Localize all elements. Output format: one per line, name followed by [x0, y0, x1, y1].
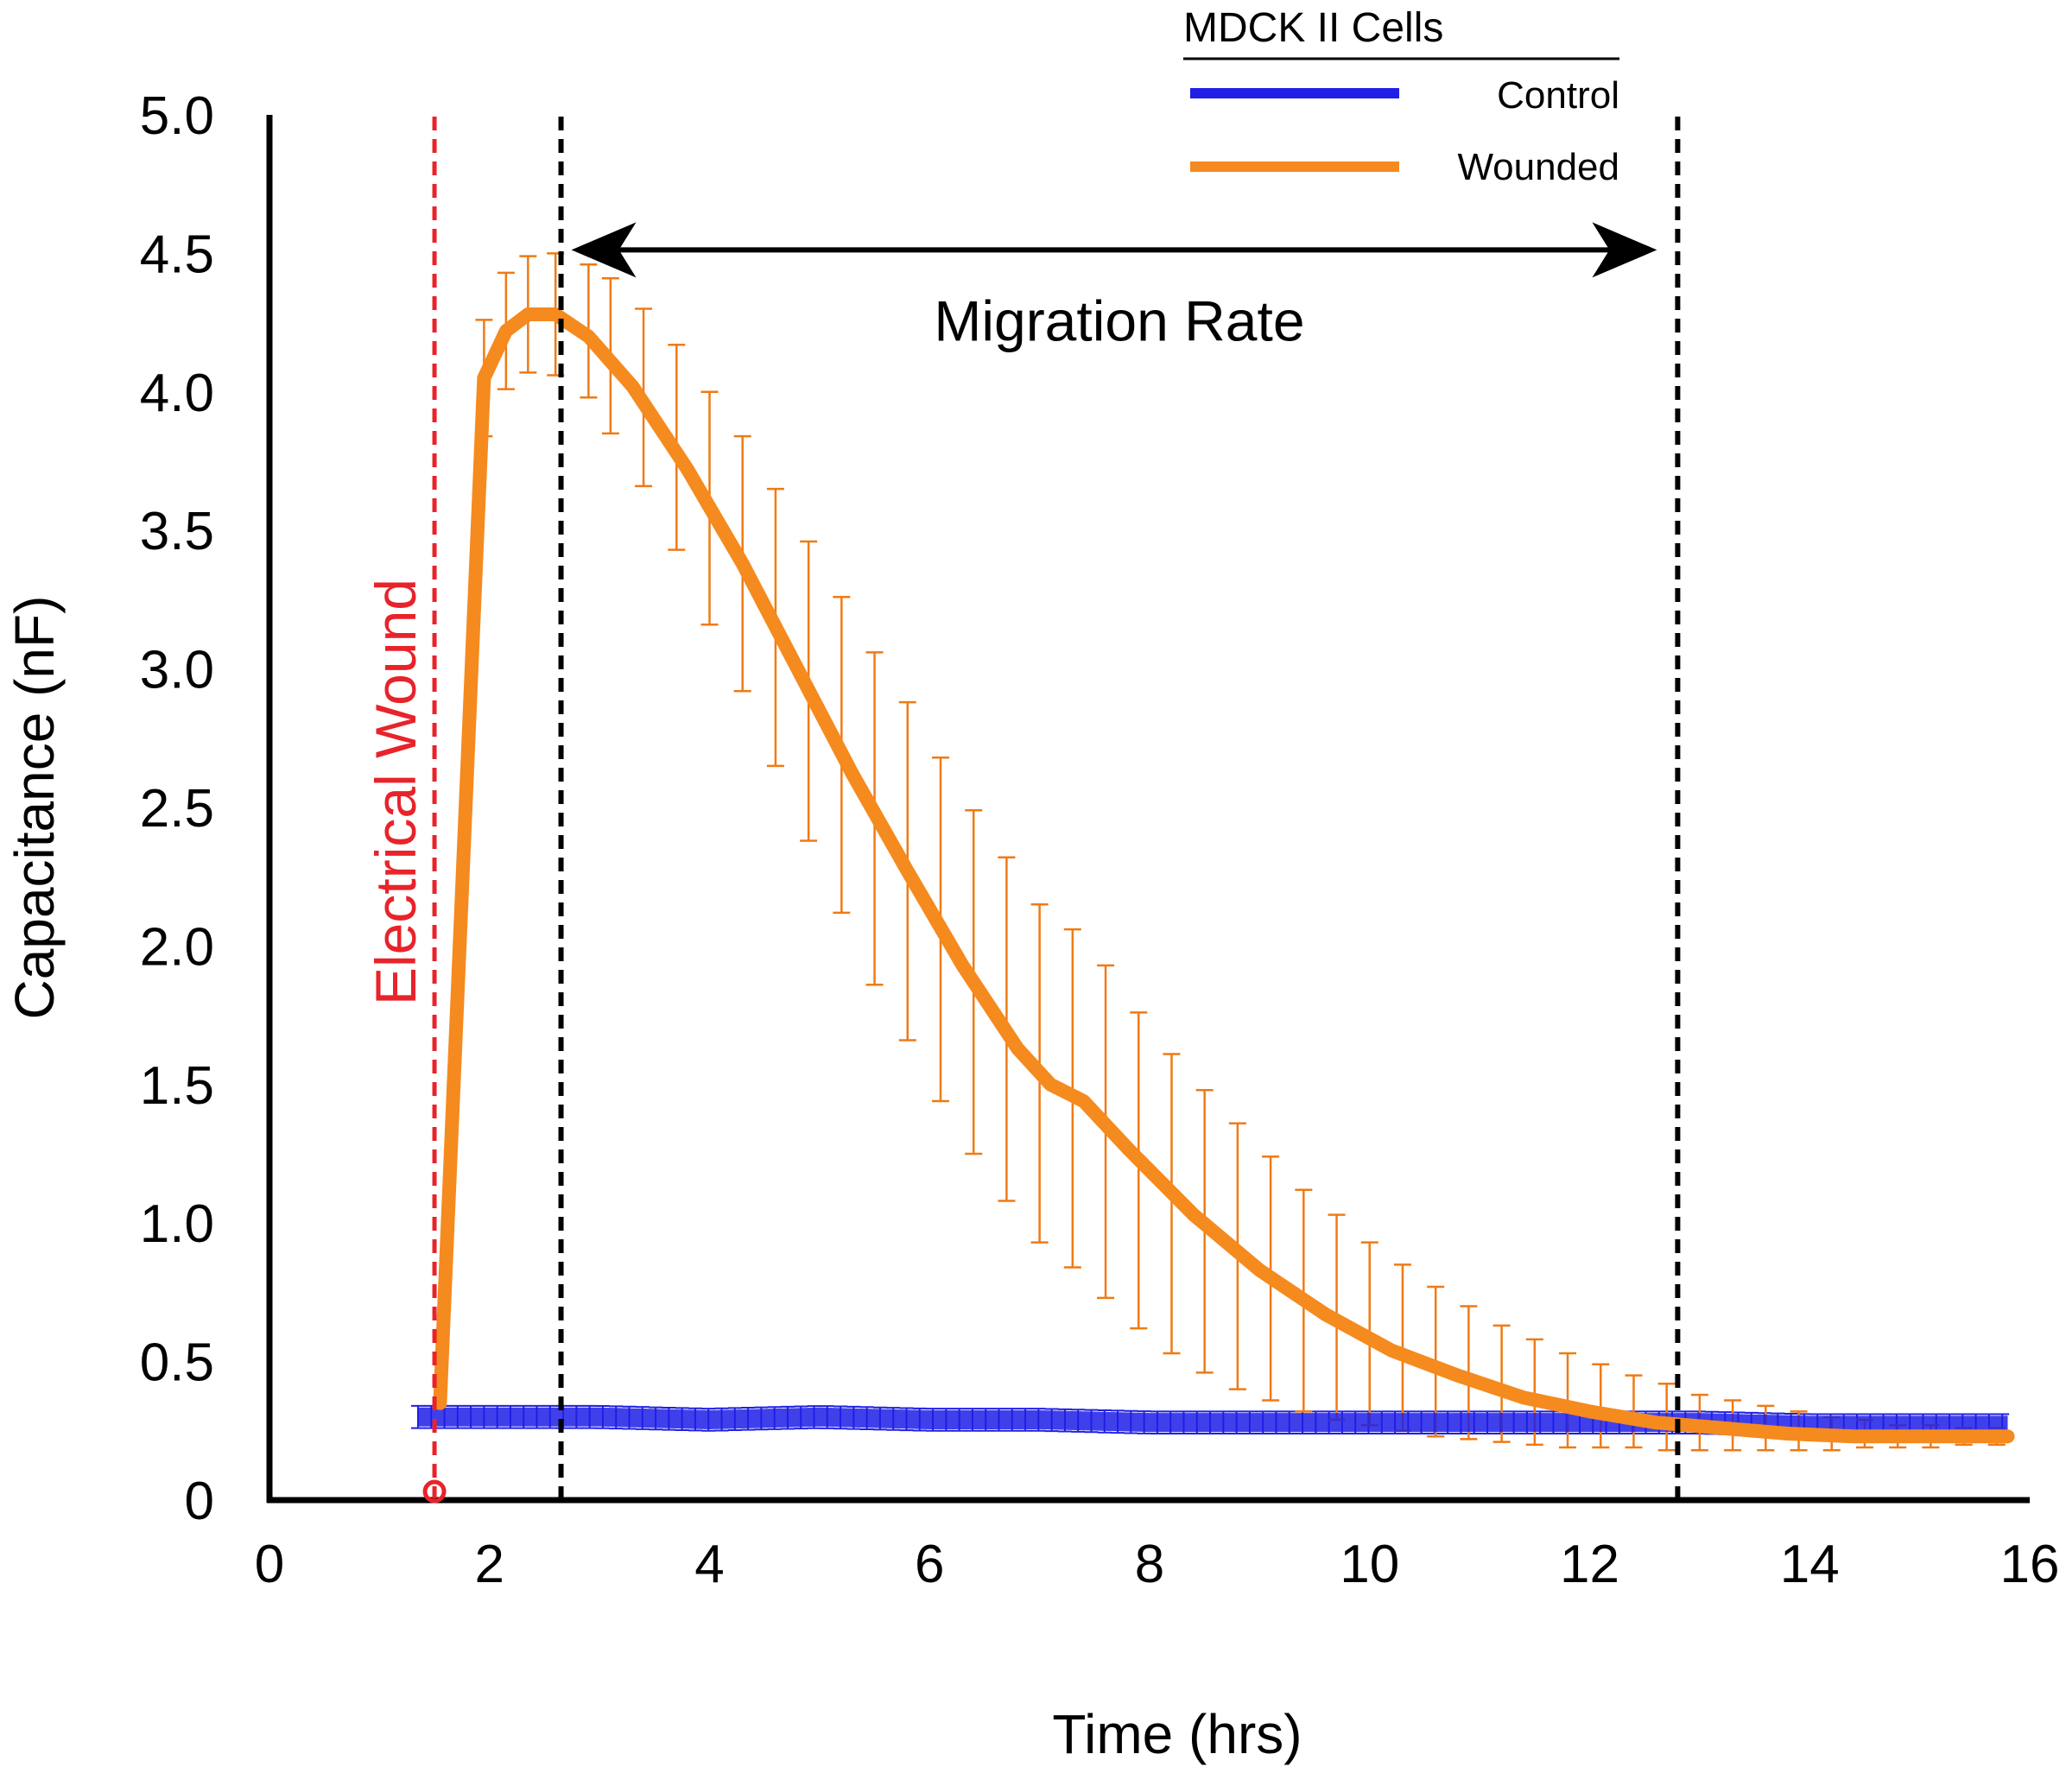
x-ticks: 0 2 4 6 8 10 12 14 16 — [255, 1535, 2060, 1594]
y-axis-title: Capacitance (nF) — [3, 596, 66, 1020]
x-tick-label: 16 — [2000, 1535, 2060, 1594]
y-tick-label: 2.0 — [140, 917, 214, 977]
y-tick-label: 5.0 — [140, 86, 214, 146]
x-tick-label: 14 — [1780, 1535, 1840, 1594]
x-tick-label: 4 — [694, 1535, 724, 1594]
y-tick-label: 4.5 — [140, 225, 214, 284]
legend: MDCK II Cells Control Wounded — [1183, 5, 1619, 188]
x-tick-label: 12 — [1560, 1535, 1619, 1594]
x-tick-label: 10 — [1340, 1535, 1399, 1594]
migration-arrow-right-head — [1592, 222, 1657, 278]
control-line-layer — [417, 1407, 2008, 1435]
legend-title: MDCK II Cells — [1183, 5, 1443, 51]
electrical-wound-marker — [422, 1479, 447, 1504]
y-tick-label: 0 — [185, 1472, 214, 1531]
migration-arrow-left-head — [571, 222, 637, 278]
y-tick-label: 4.0 — [140, 364, 214, 423]
electrical-wound-label: Electrical Wound — [364, 579, 428, 1005]
control-series-line — [417, 1407, 2008, 1435]
y-tick-label: 1.5 — [140, 1056, 214, 1116]
y-tick-label: 1.0 — [140, 1194, 214, 1254]
wounded-error-bars — [475, 252, 2006, 1452]
wounded-line-layer — [433, 307, 2015, 1444]
wounded-series-line — [433, 307, 2015, 1444]
y-tick-label: 0.5 — [140, 1333, 214, 1393]
y-tick-label: 2.5 — [140, 779, 214, 839]
x-tick-label: 8 — [1135, 1535, 1164, 1594]
legend-label-control: Control — [1497, 74, 1619, 117]
migration-rate-label: Migration Rate — [934, 288, 1304, 352]
y-tick-label: 3.0 — [140, 641, 214, 700]
x-tick-label: 0 — [255, 1535, 284, 1594]
y-ticks: 0 0.5 1.0 1.5 2.0 2.5 3.0 3.5 4.0 4.5 5.0 — [140, 86, 214, 1531]
x-tick-label: 2 — [475, 1535, 504, 1594]
y-tick-label: 3.5 — [140, 502, 214, 561]
legend-label-wounded: Wounded — [1457, 146, 1619, 188]
x-axis-title: Time (hrs) — [1052, 1703, 1302, 1765]
annotations: Electrical Wound Migration Rate — [364, 117, 1681, 1504]
x-tick-label: 6 — [915, 1535, 944, 1594]
